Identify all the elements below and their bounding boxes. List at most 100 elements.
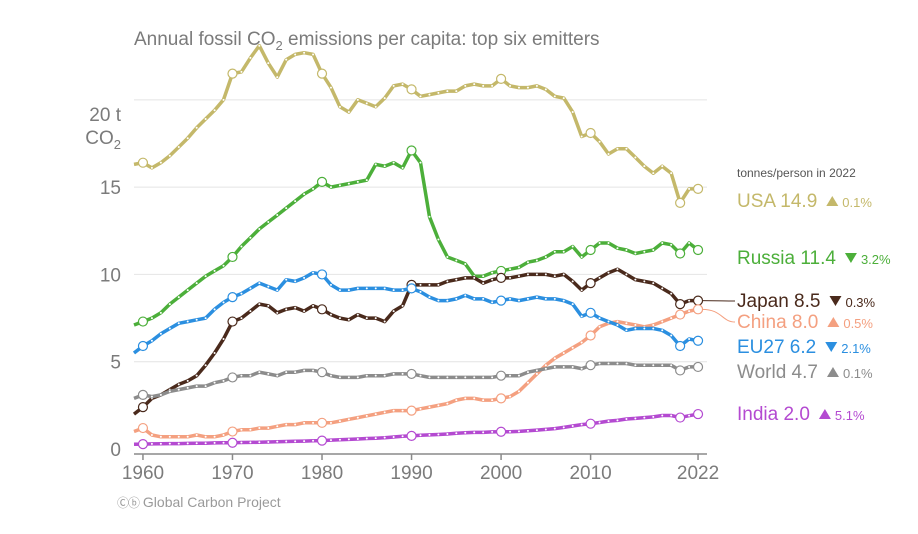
data-point [338,420,341,423]
data-point [213,109,216,112]
data-point [267,285,270,288]
data-point [562,299,565,302]
y-tick-label: 10 [100,265,121,286]
data-point [437,299,440,302]
marker-point [316,304,328,315]
data-point [643,327,646,330]
data-point [571,424,574,427]
data-point [204,385,207,388]
data-point [240,292,243,295]
footer-credit: Ⓒⓑ Global Carbon Project [117,494,281,511]
data-point [186,320,189,323]
data-point [213,351,216,354]
data-point [509,84,512,87]
y-tick-label: 0 [110,440,121,461]
series-china [133,304,704,439]
series-line [133,361,698,401]
marker-point [316,68,328,79]
data-point [670,243,673,246]
data-point [419,434,422,437]
data-point [258,441,261,444]
data-point [249,236,252,239]
data-point [213,269,216,272]
marker-point [675,412,686,423]
data-point [553,427,556,430]
up-arrow-icon [818,409,831,419]
data-point [329,86,332,89]
data-point [267,221,270,224]
data-point [455,297,458,300]
data-point [670,364,673,367]
data-point [688,187,691,190]
data-point [204,317,207,320]
data-point [553,275,556,278]
data-point [652,282,655,285]
data-point [598,276,601,279]
data-point [526,86,529,89]
data-point [383,165,386,168]
marker-point [585,360,596,371]
data-point [177,145,180,148]
data-point [249,56,252,59]
data-point [607,320,610,323]
data-point [276,374,279,377]
series-russia [133,145,704,327]
data-point [347,418,350,421]
x-tick-label: 2000 [480,463,522,484]
data-point [509,395,512,398]
marker-point [227,316,238,327]
data-point [401,166,404,169]
data-point [661,287,664,290]
legend-item-world: World 4.7 0.1% [737,362,873,383]
data-point [419,374,422,377]
data-point [186,137,189,140]
data-point [634,364,637,367]
data-point [509,268,512,271]
data-point [195,374,198,377]
marker-point [227,292,238,303]
data-point [562,351,565,354]
marker-point [406,405,417,416]
marker-point [495,393,507,404]
data-point [616,362,619,365]
data-point [482,297,485,300]
data-point [267,372,270,375]
data-point [580,255,583,258]
y-unit-label-co2: CO2 [85,128,121,152]
data-point [150,339,153,342]
marker-point [675,340,686,352]
data-point [401,435,404,438]
data-point [517,266,520,269]
data-point [303,440,306,443]
data-point [276,425,279,428]
data-point [240,374,243,377]
data-point [195,126,198,129]
marker-point [137,340,149,352]
data-point [168,154,171,157]
data-point [338,105,341,108]
data-point [177,435,180,438]
data-point [303,276,306,279]
data-point [428,283,431,286]
data-point [374,287,377,290]
data-point [491,278,494,281]
data-point [688,299,691,302]
data-point [616,147,619,150]
data-point [312,369,315,372]
data-point [473,376,476,379]
up-arrow-icon [827,317,840,327]
data-point [661,364,664,367]
legend-item-india: India 2.0 5.1% [737,404,865,425]
marker-point [495,370,507,381]
data-point [688,414,691,417]
data-point [598,421,601,424]
marker-point [406,430,417,442]
data-point [392,409,395,412]
data-point [482,84,485,87]
data-point [625,329,628,332]
data-point [652,364,655,367]
data-point [446,376,449,379]
data-point [419,407,422,410]
data-point [455,432,458,435]
data-point [285,423,288,426]
